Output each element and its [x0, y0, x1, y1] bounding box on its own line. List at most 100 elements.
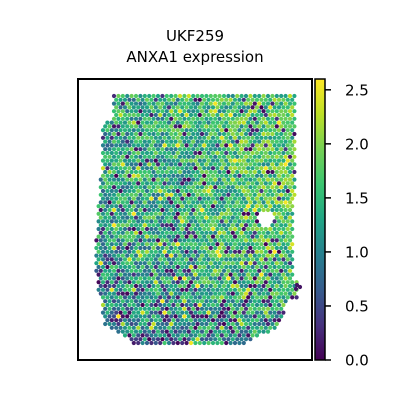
spot — [155, 109, 161, 114]
spot — [259, 196, 264, 201]
spot — [279, 139, 284, 144]
spot — [182, 321, 187, 327]
spot — [184, 150, 189, 156]
spot — [114, 272, 119, 277]
spot — [127, 143, 132, 148]
spot — [116, 238, 121, 243]
spot — [191, 162, 196, 167]
spot — [279, 253, 284, 258]
spot — [281, 211, 286, 216]
spot — [142, 162, 147, 167]
spot — [215, 234, 220, 239]
spot — [270, 185, 275, 190]
spot — [263, 234, 268, 239]
spot — [103, 306, 108, 311]
spot — [221, 238, 227, 243]
spot — [138, 306, 143, 311]
spot — [166, 310, 172, 315]
spot — [281, 196, 286, 201]
chart-title-sample: UKF259 — [165, 27, 225, 45]
spot — [125, 131, 130, 137]
spot — [180, 257, 185, 262]
spot — [158, 158, 163, 163]
spot — [158, 166, 163, 171]
spot — [116, 101, 121, 106]
spot — [219, 340, 224, 346]
spot — [116, 147, 121, 152]
spot — [281, 242, 286, 247]
spot — [184, 211, 189, 216]
spot — [169, 306, 174, 311]
spot — [228, 181, 233, 186]
spot — [158, 234, 163, 239]
spot — [111, 131, 117, 137]
spot — [103, 207, 108, 213]
spot — [213, 238, 218, 243]
spot — [213, 185, 218, 190]
spot — [221, 283, 227, 289]
spot — [197, 150, 202, 156]
spot — [281, 264, 286, 270]
spot — [226, 329, 231, 334]
spot — [226, 276, 231, 281]
spot — [166, 188, 172, 194]
spot — [153, 272, 158, 277]
spot — [138, 253, 143, 258]
spot — [221, 169, 227, 175]
spot — [287, 154, 293, 159]
spot — [116, 223, 121, 228]
spot — [239, 276, 244, 281]
spot — [118, 325, 123, 330]
spot — [287, 291, 293, 296]
spot — [252, 245, 257, 251]
spot — [191, 276, 196, 281]
spot — [162, 295, 167, 300]
spot — [252, 109, 257, 114]
spot — [224, 135, 229, 140]
spot — [204, 192, 209, 197]
spot — [103, 245, 108, 251]
spot — [265, 139, 271, 144]
spot — [158, 196, 163, 201]
spot — [210, 211, 216, 216]
spot — [169, 162, 174, 167]
spot — [246, 158, 251, 163]
spot — [162, 242, 167, 247]
spot — [276, 112, 282, 118]
spot — [96, 272, 101, 277]
spot — [272, 150, 277, 156]
spot — [171, 333, 176, 338]
spot — [129, 230, 134, 235]
spot — [173, 139, 178, 144]
spot — [204, 223, 209, 228]
spot — [265, 245, 271, 251]
spot — [219, 272, 224, 277]
spot — [162, 219, 167, 224]
spot — [263, 112, 268, 118]
spot — [287, 230, 293, 235]
spot — [105, 249, 110, 254]
spot — [109, 188, 114, 194]
spot — [151, 230, 156, 235]
spot — [265, 230, 271, 235]
spot — [151, 314, 156, 319]
spot — [144, 333, 150, 338]
spot — [149, 325, 154, 330]
spot — [118, 226, 123, 232]
spot — [274, 169, 279, 175]
spot — [107, 154, 112, 159]
spot — [272, 249, 277, 254]
spot — [129, 276, 134, 281]
spot — [257, 261, 262, 266]
spot — [136, 333, 141, 338]
spot — [270, 299, 275, 304]
spot — [274, 131, 279, 137]
spot — [217, 230, 222, 235]
spot — [133, 116, 139, 121]
spot — [287, 147, 293, 152]
spot — [127, 150, 132, 156]
spot — [274, 177, 279, 182]
spot — [263, 295, 268, 300]
spot — [131, 219, 136, 224]
